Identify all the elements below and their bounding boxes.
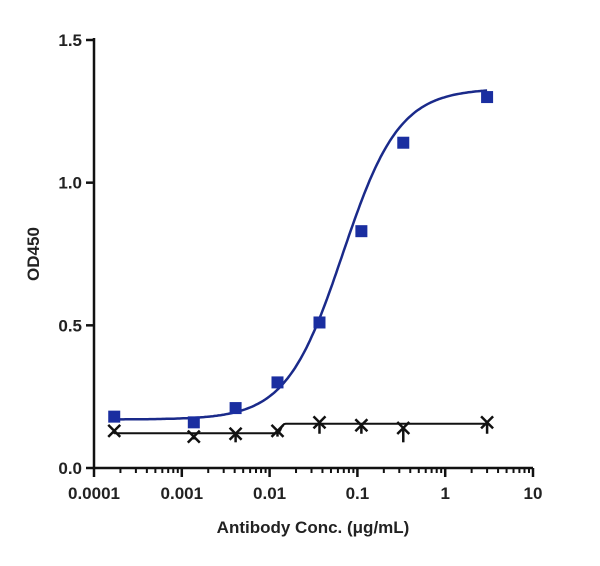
data-point-square [355, 225, 368, 238]
y-tick-label: 0.5 [58, 316, 82, 335]
data-point-square [481, 91, 494, 104]
y-axis-label: OD450 [24, 227, 43, 281]
data-point-square [187, 416, 200, 429]
data-point-square [271, 376, 284, 389]
data-point-x-marker [270, 424, 285, 438]
data-point-x-marker [107, 424, 122, 438]
data-point-square [397, 136, 410, 149]
data-point-square [229, 402, 242, 415]
x-tick-label: 0.01 [253, 484, 286, 503]
data-point-x-marker [186, 429, 201, 444]
x-axis-label: Antibody Conc. (μg/mL) [217, 518, 410, 537]
data-point-x-marker [312, 415, 327, 430]
data-point-x-marker [480, 415, 494, 430]
x-tick-label: 0.001 [161, 484, 204, 503]
x-tick-label: 0.0001 [68, 484, 120, 503]
plot-area: 0.0 0.5 1.0 1.5 0.0001 0.001 0.01 0.1 1 10 [58, 31, 542, 503]
data-point-square [313, 316, 326, 329]
data-point-x-marker [228, 426, 243, 441]
x-tick-label: 0.1 [346, 484, 370, 503]
data-point-square [108, 410, 121, 423]
x-tick-label: 1 [440, 484, 449, 503]
data-point-x-marker [354, 418, 369, 433]
y-tick-label: 1.5 [58, 31, 82, 50]
data-point-x-marker [396, 421, 411, 435]
fit-curve-series-1 [114, 89, 488, 421]
x-tick-label: 10 [524, 484, 543, 503]
y-tick-label: 1.0 [58, 174, 82, 193]
y-tick-label: 0.0 [58, 459, 82, 478]
fit-curve-series-2 [114, 422, 488, 435]
